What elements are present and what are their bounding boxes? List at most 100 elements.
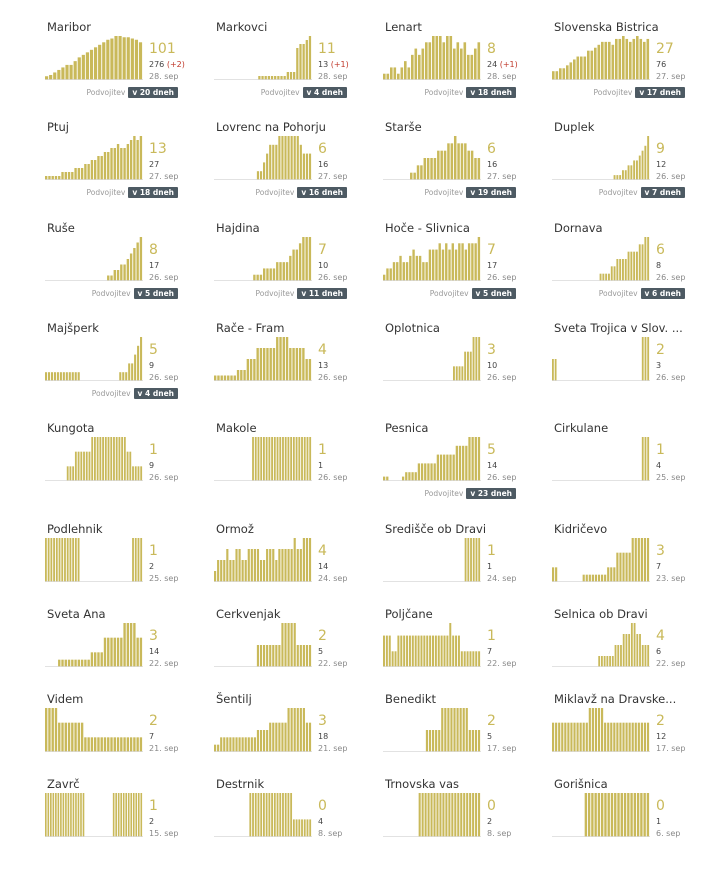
sparkline-bar bbox=[305, 645, 309, 667]
total-cases: 1 bbox=[487, 562, 492, 571]
sparkline-bar bbox=[392, 262, 396, 281]
sparkline-bar bbox=[120, 148, 123, 180]
sparkline-bar bbox=[646, 793, 650, 837]
sparkline-bar bbox=[284, 136, 287, 180]
municipality-grid: Maribor 101 276 (+2) 28. sep Podvojitev v 20 … bbox=[45, 20, 712, 838]
sparkline-bar bbox=[263, 645, 266, 667]
municipality-card: Lovrenc na Pohorju 6 16 27. sep Podvojitev v … bbox=[214, 120, 374, 220]
sparkline-bar bbox=[400, 635, 403, 667]
sparkline-bar bbox=[110, 737, 113, 752]
active-cases-value: 2 bbox=[656, 342, 665, 358]
sparkline-bar bbox=[634, 722, 637, 752]
municipality-card: Markovci 11 13 (+1) 28. sep Podvojitev v 4 dn… bbox=[214, 20, 374, 120]
sparkline-bar bbox=[567, 722, 570, 752]
sparkline-bar bbox=[113, 737, 116, 752]
last-update-date: 21. sep bbox=[318, 744, 348, 753]
sparkline-bar bbox=[558, 722, 561, 752]
sparkline-bar bbox=[296, 645, 299, 667]
sparkline-bar bbox=[474, 730, 478, 752]
sparkline-bar bbox=[474, 48, 477, 80]
sparkline-bar bbox=[77, 57, 81, 80]
active-cases-value: 4 bbox=[656, 628, 665, 644]
sparkline-bar bbox=[214, 375, 217, 381]
sparkline-bar bbox=[309, 819, 312, 837]
sparkline-bar bbox=[77, 538, 80, 582]
sparkline-bar bbox=[468, 437, 471, 481]
sparkline-bar bbox=[253, 359, 256, 381]
sparkline-bar bbox=[426, 635, 429, 667]
sparkline-bar bbox=[256, 171, 260, 180]
doubling-label: Podvojitev bbox=[255, 188, 295, 197]
doubling-label: Podvojitev bbox=[91, 389, 131, 398]
sparkline-bar bbox=[576, 56, 580, 80]
sparkline-bar bbox=[249, 793, 252, 837]
municipality-card: Dornava 6 8 26. sep Podvojitev v 6 dneh bbox=[552, 221, 712, 321]
sparkline-bar bbox=[552, 359, 554, 381]
sparkline-bar bbox=[259, 171, 263, 180]
sparkline-bar bbox=[118, 437, 121, 481]
sparkline-bar bbox=[296, 549, 299, 582]
last-update-date: 26. sep bbox=[656, 373, 686, 382]
sparkline-bar bbox=[435, 730, 438, 752]
doubling-badge: v 20 dneh bbox=[128, 87, 178, 98]
sparkline-bar bbox=[628, 552, 631, 582]
sparkline-bar bbox=[60, 793, 62, 837]
municipality-name: Podlehnik bbox=[47, 522, 103, 536]
sparkline-bar bbox=[461, 366, 464, 381]
total-cases-value: 3 bbox=[656, 361, 662, 370]
municipality-card: Trnovska vas 0 2 8. sep bbox=[383, 777, 543, 877]
sparkline-bar bbox=[625, 552, 628, 582]
sparkline-bar bbox=[100, 652, 103, 667]
municipality-name: Benedikt bbox=[385, 692, 436, 706]
sparkline-bar bbox=[284, 793, 287, 837]
sparkline-bar bbox=[51, 176, 54, 180]
sparkline-bar bbox=[285, 262, 289, 281]
sparkline-bar bbox=[591, 708, 594, 752]
sparkline-bar bbox=[585, 722, 588, 752]
sparkline-bar bbox=[50, 793, 52, 837]
sparkline-bar bbox=[296, 136, 299, 180]
sparkline-bar bbox=[272, 645, 275, 667]
sparkline-bar bbox=[64, 722, 67, 752]
sparkline-bar bbox=[136, 242, 139, 281]
sparkline-bar bbox=[411, 635, 414, 667]
sparkline-bar bbox=[308, 153, 312, 180]
sparkline-bar bbox=[622, 170, 624, 180]
sparkline-bar bbox=[477, 42, 481, 80]
last-update-date: 28. sep bbox=[487, 72, 517, 81]
sparkline-bar bbox=[296, 708, 299, 752]
sparkline-bar bbox=[611, 656, 614, 667]
sparkline-bar bbox=[472, 538, 475, 582]
sparkline-bar bbox=[631, 538, 634, 582]
sparkline-bar bbox=[138, 42, 143, 80]
sparkline-bar bbox=[584, 793, 588, 837]
sparkline-bar bbox=[644, 145, 647, 180]
sparkline-bar bbox=[308, 237, 312, 281]
sparkline-bar bbox=[74, 538, 77, 582]
sparkline-bar bbox=[472, 793, 475, 837]
sparkline-bar bbox=[217, 744, 220, 752]
sparkline-bar bbox=[290, 136, 293, 180]
sparkline-bar bbox=[474, 158, 477, 180]
sparkline-bar bbox=[442, 42, 446, 80]
sparkline-bar bbox=[52, 793, 55, 837]
sparkline-bar bbox=[299, 144, 302, 180]
sparkline-bar bbox=[48, 176, 51, 180]
doubling-time: Podvojitev v 6 dneh bbox=[599, 288, 685, 299]
sparkline-bar bbox=[299, 708, 302, 752]
sparkline-bar bbox=[641, 645, 644, 667]
sparkline-bar bbox=[125, 372, 128, 381]
total-cases: 5 bbox=[318, 647, 323, 656]
sparkline-bar bbox=[633, 251, 636, 281]
sparkline-bar bbox=[116, 637, 120, 667]
last-update-date: 26. sep bbox=[318, 373, 348, 382]
active-cases-value: 1 bbox=[318, 442, 327, 458]
sparkline-bar bbox=[128, 363, 131, 381]
sparkline-bar bbox=[432, 36, 435, 80]
total-cases-value: 14 bbox=[149, 647, 160, 656]
sparkline-bar bbox=[303, 819, 306, 837]
sparkline-bar bbox=[478, 651, 481, 667]
doubling-label: Podvojitev bbox=[598, 188, 638, 197]
sparkline-chart bbox=[45, 237, 143, 281]
municipality-name: Videm bbox=[47, 692, 84, 706]
